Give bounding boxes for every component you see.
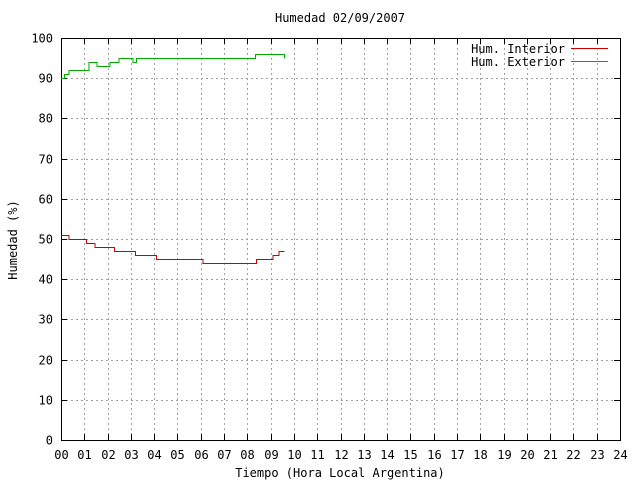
x-tick-label: 07	[217, 448, 231, 462]
y-tick-label: 30	[39, 313, 53, 327]
y-tick-label: 70	[39, 153, 53, 167]
x-tick-label: 16	[427, 448, 441, 462]
y-tick-label: 20	[39, 354, 53, 368]
x-tick-label: 24	[613, 448, 627, 462]
x-tick-label: 12	[334, 448, 348, 462]
x-tick-label: 05	[170, 448, 184, 462]
x-tick-label: 06	[194, 448, 208, 462]
x-tick-label: 03	[124, 448, 138, 462]
x-tick-label: 01	[77, 448, 91, 462]
x-tick-label: 22	[566, 448, 580, 462]
y-tick-labels: 0 10 20 30 40 50 60 70 80 90 100	[31, 32, 53, 448]
y-tick-label: 50	[39, 233, 53, 247]
x-tick-labels: 00 01 02 03 04 05 06 07 08 09 10 11 12 13 14 15 16 17 18 19…	[54, 448, 627, 462]
x-tick-label: 09	[264, 448, 278, 462]
y-tick-label: 60	[39, 193, 53, 207]
x-tick-label: 10	[287, 448, 301, 462]
y-tick-label: 100	[31, 32, 53, 46]
x-tick-label: 17	[450, 448, 464, 462]
y-tick-label: 0	[46, 434, 53, 448]
x-tick-label: 23	[590, 448, 604, 462]
x-tick-label: 15	[403, 448, 417, 462]
x-axis-label: Tiempo (Hora Local Argentina)	[235, 466, 445, 480]
x-tick-label: 08	[240, 448, 254, 462]
x-tick-label: 20	[520, 448, 534, 462]
x-tick-label: 13	[357, 448, 371, 462]
x-tick-label: 21	[543, 448, 557, 462]
legend: Hum. Interior Hum. Exterior	[471, 42, 608, 69]
y-tick-label: 10	[39, 394, 53, 408]
chart-title: Humedad 02/09/2007	[275, 11, 405, 25]
y-tick-label: 90	[39, 72, 53, 86]
y-tick-label: 40	[39, 273, 53, 287]
x-tick-label: 11	[310, 448, 324, 462]
legend-label-exterior: Hum. Exterior	[471, 55, 565, 69]
y-axis-label: Humedad (%)	[6, 200, 20, 279]
x-tick-label: 18	[473, 448, 487, 462]
x-tick-label: 04	[147, 448, 161, 462]
series-line-1	[61, 54, 286, 79]
y-tick-label: 80	[39, 112, 53, 126]
x-tick-label: 02	[101, 448, 115, 462]
x-tick-label: 19	[497, 448, 511, 462]
grid-lines	[61, 38, 620, 440]
legend-label-interior: Hum. Interior	[471, 42, 565, 56]
axis-ticks	[61, 38, 621, 441]
series-line-0	[61, 235, 285, 264]
series-lines	[61, 54, 286, 264]
x-tick-label: 14	[380, 448, 394, 462]
x-tick-label: 00	[54, 448, 68, 462]
